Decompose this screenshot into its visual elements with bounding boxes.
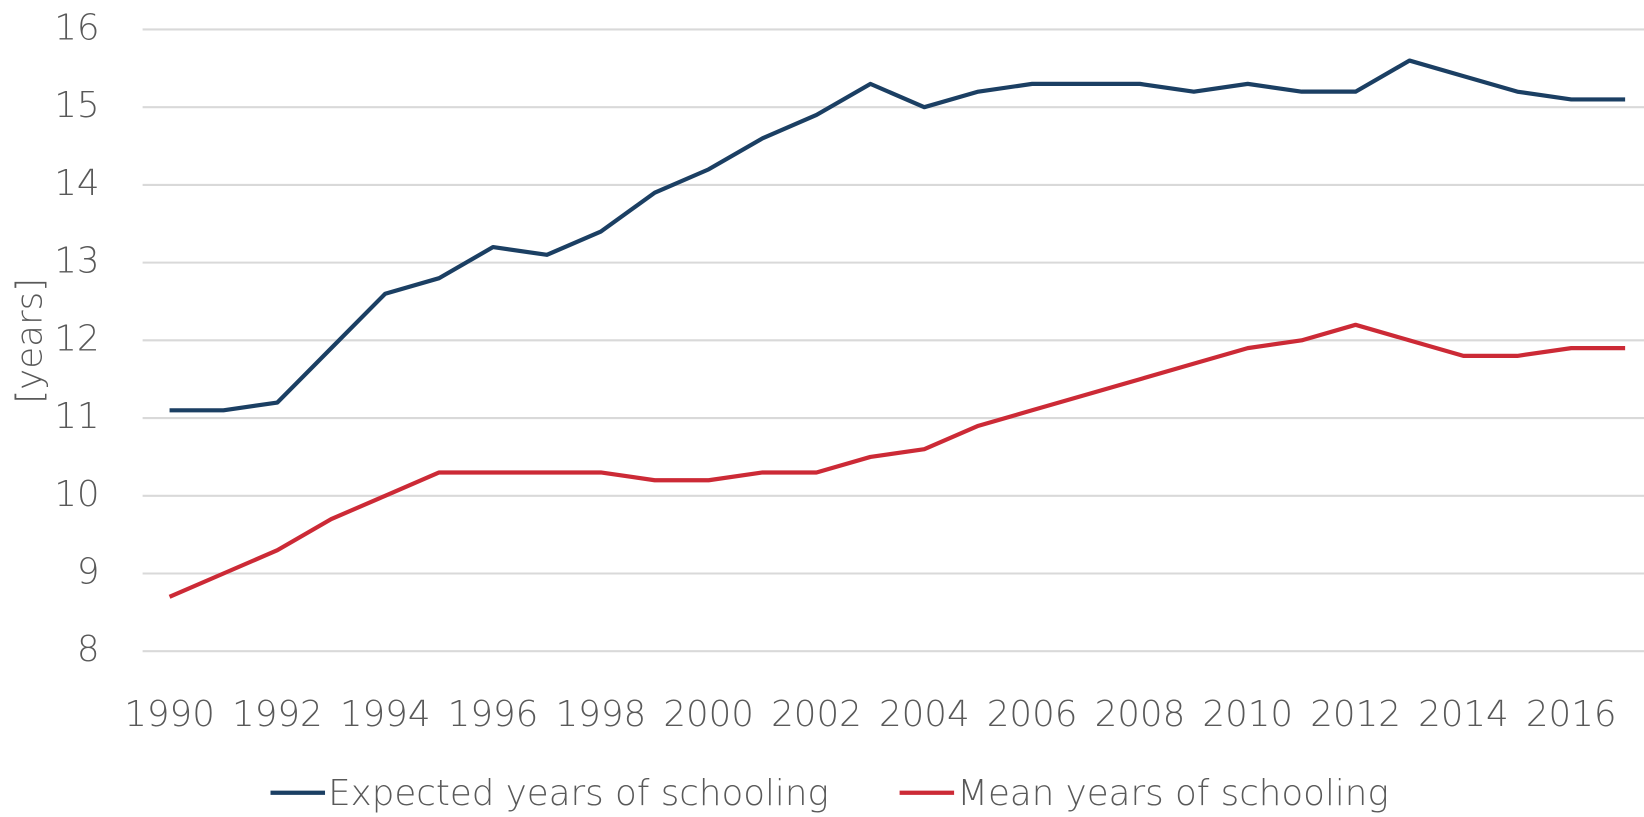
x-tick-label: 2006: [987, 694, 1078, 735]
y-axis-label: [years]: [9, 278, 50, 404]
y-tick-label: 10: [54, 474, 99, 515]
y-tick-label: 11: [54, 396, 99, 437]
x-tick-label: 2014: [1418, 694, 1509, 735]
x-tick-label: 1998: [555, 694, 646, 735]
x-tick-label: 1994: [340, 694, 431, 735]
x-tick-label: 2016: [1526, 694, 1617, 735]
y-tick-label: 14: [54, 163, 99, 204]
x-tick-label: 2012: [1310, 694, 1401, 735]
legend-label: Expected years of schooling: [328, 773, 829, 814]
y-tick-label: 15: [54, 85, 99, 126]
y-tick-label: 8: [77, 629, 100, 670]
y-tick-label: 12: [54, 318, 99, 359]
series-line: [169, 58, 1626, 413]
y-tick-label: 13: [54, 241, 99, 282]
x-tick-label: 1990: [124, 694, 215, 735]
x-tick-label: 1992: [232, 694, 323, 735]
x-tick-label: 2004: [879, 694, 970, 735]
x-tick-label: 2000: [663, 694, 754, 735]
x-tick-label: 2010: [1202, 694, 1293, 735]
y-tick-label: 16: [54, 7, 99, 48]
legend-label: Mean years of schooling: [957, 773, 1388, 814]
x-tick-label: 2002: [771, 694, 862, 735]
x-tick-label: 2008: [1095, 694, 1186, 735]
series-line: [168, 322, 1626, 599]
y-tick-label: 9: [77, 552, 100, 593]
x-tick-label: 1996: [448, 694, 539, 735]
